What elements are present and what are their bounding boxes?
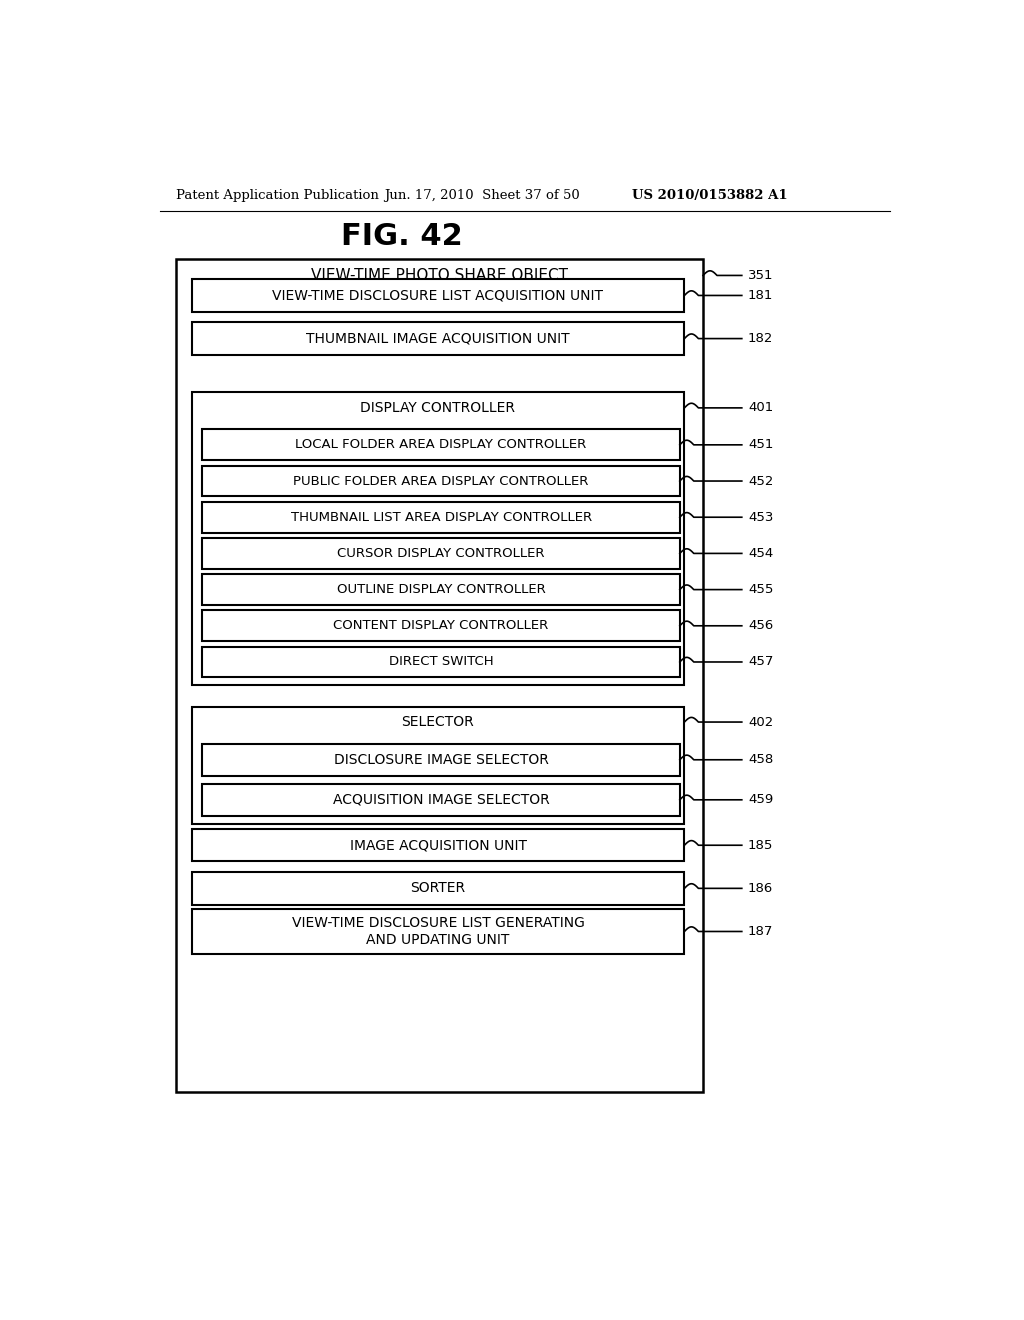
Text: IMAGE ACQUISITION UNIT: IMAGE ACQUISITION UNIT — [349, 838, 526, 853]
Bar — [191, 280, 684, 312]
Text: ACQUISITION IMAGE SELECTOR: ACQUISITION IMAGE SELECTOR — [333, 793, 550, 807]
Bar — [191, 909, 684, 954]
Text: 458: 458 — [748, 754, 773, 767]
Text: 456: 456 — [748, 619, 773, 632]
Text: US 2010/0153882 A1: US 2010/0153882 A1 — [632, 189, 787, 202]
Bar — [203, 743, 680, 776]
Text: Patent Application Publication: Patent Application Publication — [176, 189, 379, 202]
Text: Jun. 17, 2010  Sheet 37 of 50: Jun. 17, 2010 Sheet 37 of 50 — [384, 189, 580, 202]
Text: DISPLAY CONTROLLER: DISPLAY CONTROLLER — [360, 401, 515, 414]
Text: 452: 452 — [748, 474, 773, 487]
Text: 182: 182 — [748, 333, 773, 345]
Text: SORTER: SORTER — [411, 882, 466, 895]
Bar — [203, 502, 680, 533]
Bar — [191, 873, 684, 904]
Bar — [191, 322, 684, 355]
Bar — [203, 539, 680, 569]
Text: 185: 185 — [748, 838, 773, 851]
Text: 402: 402 — [748, 715, 773, 729]
Text: THUMBNAIL IMAGE ACQUISITION UNIT: THUMBNAIL IMAGE ACQUISITION UNIT — [306, 331, 569, 346]
Text: CONTENT DISPLAY CONTROLLER: CONTENT DISPLAY CONTROLLER — [334, 619, 549, 632]
Text: 187: 187 — [748, 925, 773, 939]
Bar — [191, 706, 684, 824]
Text: 459: 459 — [748, 793, 773, 807]
Bar — [203, 429, 680, 461]
Text: 453: 453 — [748, 511, 773, 524]
Text: CURSOR DISPLAY CONTROLLER: CURSOR DISPLAY CONTROLLER — [337, 546, 545, 560]
Text: 457: 457 — [748, 656, 773, 668]
Text: 454: 454 — [748, 546, 773, 560]
Bar — [191, 829, 684, 862]
Bar — [191, 392, 684, 685]
Text: 186: 186 — [748, 882, 773, 895]
Text: PUBLIC FOLDER AREA DISPLAY CONTROLLER: PUBLIC FOLDER AREA DISPLAY CONTROLLER — [294, 474, 589, 487]
Text: 351: 351 — [748, 269, 773, 282]
Bar — [203, 610, 680, 642]
Bar — [203, 574, 680, 605]
Text: DISCLOSURE IMAGE SELECTOR: DISCLOSURE IMAGE SELECTOR — [334, 752, 549, 767]
Text: SELECTOR: SELECTOR — [401, 715, 474, 729]
Text: LOCAL FOLDER AREA DISPLAY CONTROLLER: LOCAL FOLDER AREA DISPLAY CONTROLLER — [296, 438, 587, 451]
Text: DIRECT SWITCH: DIRECT SWITCH — [389, 656, 494, 668]
Bar — [203, 466, 680, 496]
Text: VIEW-TIME PHOTO SHARE OBJECT: VIEW-TIME PHOTO SHARE OBJECT — [311, 268, 568, 282]
Text: 401: 401 — [748, 401, 773, 414]
Text: 181: 181 — [748, 289, 773, 302]
Bar — [203, 784, 680, 816]
Text: FIG. 42: FIG. 42 — [341, 223, 463, 251]
Text: VIEW-TIME DISCLOSURE LIST ACQUISITION UNIT: VIEW-TIME DISCLOSURE LIST ACQUISITION UN… — [272, 289, 603, 302]
Text: 451: 451 — [748, 438, 773, 451]
Text: 455: 455 — [748, 583, 773, 597]
Text: OUTLINE DISPLAY CONTROLLER: OUTLINE DISPLAY CONTROLLER — [337, 583, 546, 597]
Bar — [203, 647, 680, 677]
Text: THUMBNAIL LIST AREA DISPLAY CONTROLLER: THUMBNAIL LIST AREA DISPLAY CONTROLLER — [291, 511, 592, 524]
Bar — [176, 259, 703, 1092]
Text: VIEW-TIME DISCLOSURE LIST GENERATING
AND UPDATING UNIT: VIEW-TIME DISCLOSURE LIST GENERATING AND… — [292, 916, 585, 946]
